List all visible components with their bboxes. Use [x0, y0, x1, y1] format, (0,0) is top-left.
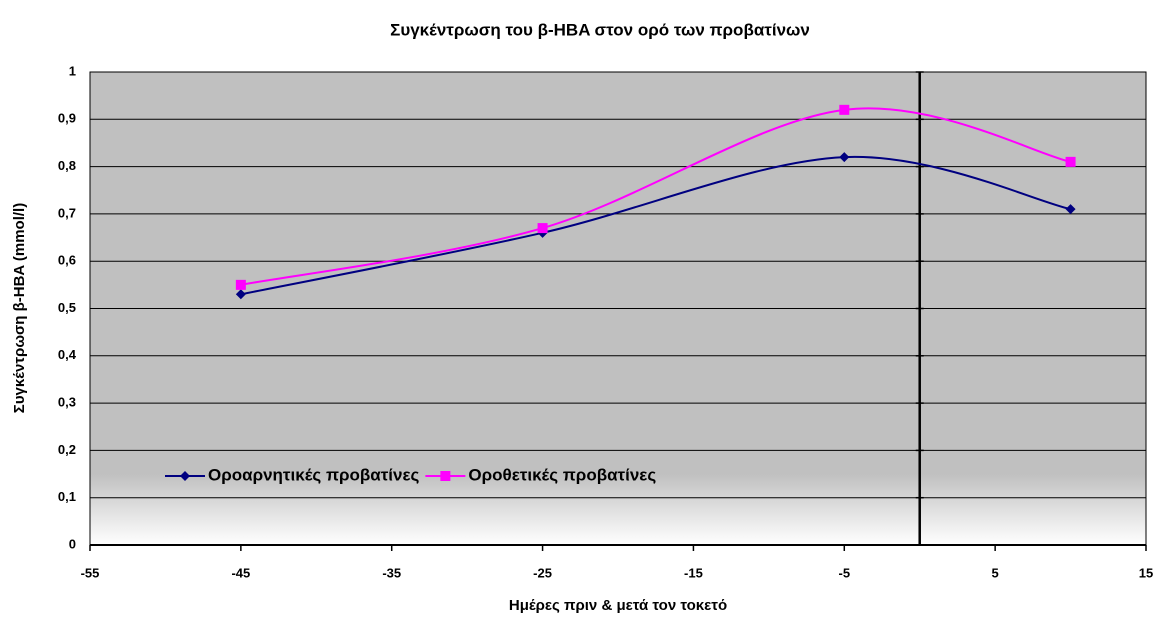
y-tick-label: 0,8	[58, 158, 76, 173]
series-line	[240, 107, 1071, 286]
series-line	[240, 155, 1071, 296]
marker	[180, 471, 190, 481]
marker	[839, 104, 850, 115]
y-tick-label: 0,9	[58, 111, 76, 126]
y-tick-label: 0,1	[58, 489, 76, 504]
y-tick-label: 1	[69, 63, 76, 78]
x-tick-label: -45	[231, 565, 250, 580]
legend-label: Οροθετικές προβατίνες	[468, 465, 656, 484]
marker	[1065, 204, 1076, 215]
x-tick-label: -15	[684, 565, 703, 580]
marker	[235, 289, 246, 300]
y-axis-title: Συγκέντρωση β-HBA (mmol/l)	[11, 203, 28, 413]
y-tick-label: 0,3	[58, 395, 76, 410]
x-tick-label: -35	[382, 565, 401, 580]
y-tick-label: 0,7	[58, 205, 76, 220]
chart-title: Συγκέντρωση του β-HBA στον ορό των προβα…	[390, 20, 810, 39]
x-tick-label: -25	[533, 565, 552, 580]
legend-label: Οροαρνητικές προβατίνες	[208, 465, 420, 484]
y-tick-label: 0,2	[58, 442, 76, 457]
y-tick-label: 0	[69, 536, 76, 551]
marker	[537, 223, 548, 234]
y-tick-label: 0,5	[58, 300, 76, 315]
y-tick-label: 0,6	[58, 253, 76, 268]
y-tick-label: 0,4	[58, 347, 77, 362]
x-tick-label: -55	[81, 565, 100, 580]
marker	[1065, 156, 1076, 167]
marker	[839, 152, 850, 163]
x-tick-label: 5	[992, 565, 999, 580]
marker	[440, 471, 451, 481]
marker	[235, 279, 246, 290]
x-tick-label: -5	[839, 565, 851, 580]
x-tick-label: 15	[1139, 565, 1153, 580]
x-axis-title: Ημέρες πριν & μετά τον τοκετό	[509, 597, 727, 614]
